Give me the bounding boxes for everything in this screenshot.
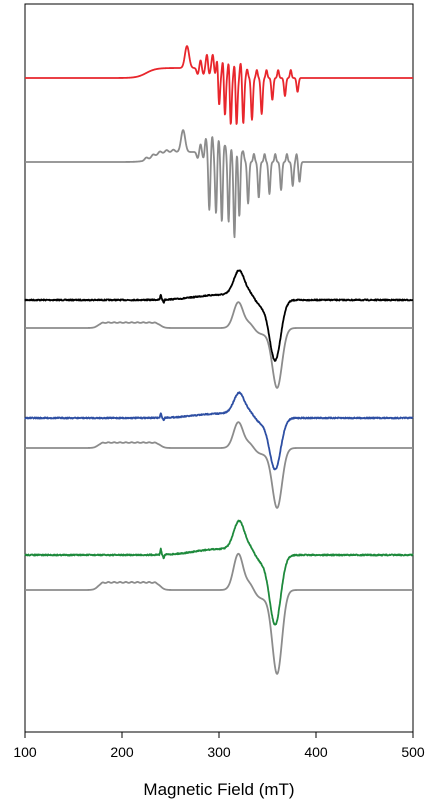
series-line-2 — [24, 129, 414, 239]
x-tick-label: 500 — [401, 744, 425, 760]
series-line-8 — [24, 552, 414, 675]
series-line-1 — [24, 45, 414, 125]
x-tick-label: 100 — [13, 744, 37, 760]
series-line-6 — [24, 421, 414, 509]
x-tick-label: 300 — [207, 744, 231, 760]
series-group — [24, 45, 414, 675]
series-line-5 — [24, 391, 414, 471]
x-tick-label: 400 — [304, 744, 328, 760]
x-tick-label: 200 — [110, 744, 134, 760]
series-line-4 — [24, 301, 414, 389]
x-axis-ticks: 100 200 300 400 500 — [13, 732, 425, 760]
plot-frame — [24, 3, 414, 733]
x-axis-label: Magnetic Field (mT) — [143, 780, 294, 799]
series-line-3 — [24, 269, 414, 362]
series-line-7 — [24, 519, 414, 626]
